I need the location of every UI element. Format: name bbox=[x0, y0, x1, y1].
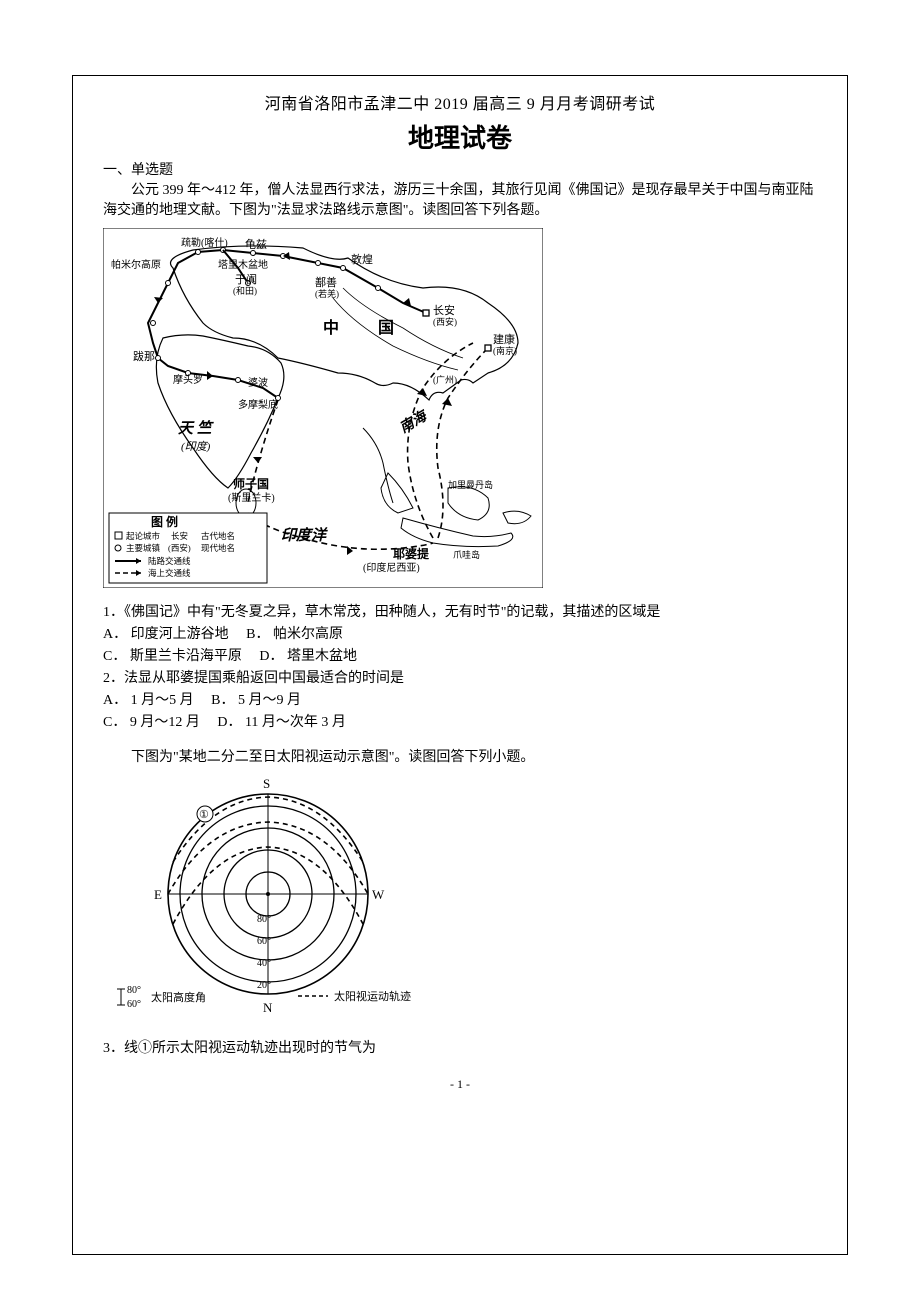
question-1: 1．《佛国记》中有"无冬夏之异，草木常茂，田种随人，无有时节"的记载，其描述的区… bbox=[103, 602, 817, 623]
svg-text:海上交通线: 海上交通线 bbox=[148, 568, 191, 578]
q2-optD: D． 11 月～次年 3 月 bbox=[217, 715, 346, 730]
svg-text:(南京): (南京) bbox=[493, 345, 517, 356]
svg-text:帕米尔高原: 帕米尔高原 bbox=[111, 258, 161, 271]
svg-text:太阳视运动轨迹: 太阳视运动轨迹 bbox=[334, 989, 411, 1003]
q2-options-row1: A． 1 月～5 月 B． 5 月～9 月 bbox=[103, 690, 817, 711]
svg-text:E: E bbox=[154, 887, 162, 902]
section-heading: 一、单选题 bbox=[103, 159, 817, 179]
svg-text:耶婆提: 耶婆提 bbox=[393, 546, 430, 561]
svg-text:图 例: 图 例 bbox=[151, 514, 178, 529]
sunpath-svg: S N E W 80° 60° 40° 20° ① bbox=[103, 774, 433, 1024]
svg-text:长安: 长安 bbox=[171, 531, 188, 541]
passage-2: 下图为"某地二分二至日太阳视运动示意图"。读图回答下列小题。 bbox=[103, 748, 817, 768]
q2-optB: B． 5 月～9 月 bbox=[211, 693, 301, 708]
svg-text:古代地名: 古代地名 bbox=[201, 531, 235, 541]
svg-text:(西安): (西安) bbox=[433, 316, 457, 327]
svg-text:陆路交通线: 陆路交通线 bbox=[148, 556, 191, 566]
page-number: - 1 - bbox=[103, 1077, 817, 1092]
svg-text:40°: 40° bbox=[257, 958, 271, 969]
svg-text:60°: 60° bbox=[257, 936, 271, 947]
svg-text:(广州): (广州) bbox=[433, 374, 457, 385]
question-2: 2．法显从耶婆提国乘船返回中国最适合的时间是 bbox=[103, 668, 817, 689]
question-3: 3．线①所示太阳视运动轨迹出现时的节气为 bbox=[103, 1038, 817, 1059]
svg-text:鄯善: 鄯善 bbox=[315, 275, 337, 289]
svg-text:塔里木盆地: 塔里木盆地 bbox=[218, 258, 268, 271]
svg-text:跋那: 跋那 bbox=[133, 349, 155, 363]
svg-text:N: N bbox=[263, 1000, 273, 1015]
svg-text:起论城市: 起论城市 bbox=[126, 531, 161, 541]
svg-text:爪哇岛: 爪哇岛 bbox=[453, 549, 480, 560]
svg-text:疏勒(喀什): 疏勒(喀什) bbox=[181, 236, 228, 249]
q1-optB: B． 帕米尔高原 bbox=[246, 627, 343, 642]
svg-text:S: S bbox=[263, 776, 270, 791]
exam-title: 地理试卷 bbox=[103, 118, 817, 155]
q1-options-row2: C． 斯里兰卡沿海平原 D． 塔里木盆地 bbox=[103, 646, 817, 667]
map-svg: 敦煌 疏勒(喀什) 龟兹 塔里木盆地 于阗 (和田) 帕米尔高原 鄯善 (若羌)… bbox=[103, 228, 543, 588]
q1-optA: A． 印度河上游谷地 bbox=[103, 627, 229, 642]
svg-text:摩头罗: 摩头罗 bbox=[173, 373, 203, 386]
svg-text:于阗: 于阗 bbox=[235, 273, 257, 286]
svg-text:80°: 80° bbox=[127, 985, 141, 996]
svg-text:天 竺: 天 竺 bbox=[178, 419, 215, 437]
svg-text:长安: 长安 bbox=[433, 303, 455, 317]
svg-text:敦煌: 敦煌 bbox=[351, 252, 373, 266]
figure-map: 敦煌 疏勒(喀什) 龟兹 塔里木盆地 于阗 (和田) 帕米尔高原 鄯善 (若羌)… bbox=[103, 228, 817, 588]
svg-text:(和田): (和田) bbox=[233, 286, 257, 296]
svg-text:太阳高度角: 太阳高度角 bbox=[151, 990, 206, 1004]
figure-sunpath: S N E W 80° 60° 40° 20° ① bbox=[103, 774, 817, 1024]
svg-text:①: ① bbox=[199, 809, 209, 821]
svg-text:印度洋: 印度洋 bbox=[281, 526, 328, 544]
q1-options-row1: A． 印度河上游谷地 B． 帕米尔高原 bbox=[103, 624, 817, 645]
svg-text:60°: 60° bbox=[127, 999, 141, 1010]
page-container: 河南省洛阳市孟津二中 2019 届高三 9 月月考调研考试 地理试卷 一、单选题… bbox=[72, 75, 848, 1255]
q2-optC: C． 9 月～12 月 bbox=[103, 715, 200, 730]
svg-text:(斯里兰卡): (斯里兰卡) bbox=[228, 491, 275, 504]
svg-text:师子国: 师子国 bbox=[233, 476, 269, 491]
svg-text:国: 国 bbox=[378, 319, 394, 337]
q1-optD: D． 塔里木盆地 bbox=[259, 649, 357, 664]
svg-text:(印度尼西亚): (印度尼西亚) bbox=[363, 561, 420, 574]
svg-text:W: W bbox=[372, 887, 385, 902]
svg-text:(西安): (西安) bbox=[168, 543, 191, 553]
svg-text:主要城镇: 主要城镇 bbox=[126, 543, 161, 553]
svg-text:多摩梨底: 多摩梨底 bbox=[238, 398, 278, 411]
svg-text:80°: 80° bbox=[257, 914, 271, 925]
svg-text:婆波: 婆波 bbox=[248, 376, 268, 389]
svg-text:中: 中 bbox=[323, 318, 339, 337]
svg-text:龟兹: 龟兹 bbox=[245, 238, 267, 251]
svg-text:20°: 20° bbox=[257, 980, 271, 991]
svg-text:现代地名: 现代地名 bbox=[201, 543, 235, 553]
exam-source-line: 河南省洛阳市孟津二中 2019 届高三 9 月月考调研考试 bbox=[103, 90, 817, 114]
q2-optA: A． 1 月～5 月 bbox=[103, 693, 194, 708]
svg-text:加里曼丹岛: 加里曼丹岛 bbox=[448, 479, 493, 490]
passage-1: 公元 399 年～412 年，僧人法显西行求法，游历三十余国，其旅行见闻《佛国记… bbox=[103, 181, 817, 222]
svg-text:(若羌): (若羌) bbox=[315, 288, 339, 299]
q1-optC: C． 斯里兰卡沿海平原 bbox=[103, 649, 242, 664]
svg-text:(印度): (印度) bbox=[181, 440, 211, 453]
svg-text:建康: 建康 bbox=[493, 332, 515, 346]
q2-options-row2: C． 9 月～12 月 D． 11 月～次年 3 月 bbox=[103, 712, 817, 733]
